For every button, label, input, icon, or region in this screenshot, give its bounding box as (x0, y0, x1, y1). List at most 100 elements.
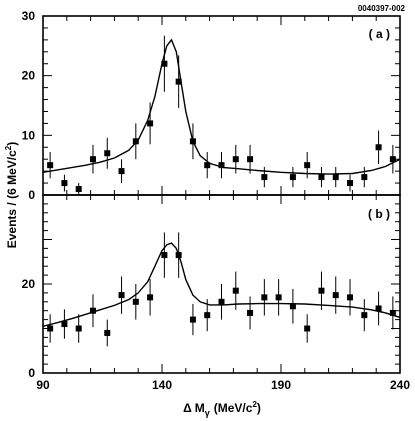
y-tick-label: 0 (28, 366, 35, 380)
panel-b-label: ( b ) (368, 207, 390, 221)
panel-a-label: ( a ) (369, 27, 390, 41)
data-point (232, 271, 239, 310)
point-marker (261, 174, 268, 181)
point-marker (189, 138, 196, 145)
data-point (375, 130, 382, 164)
data-point (104, 137, 111, 169)
point-marker (104, 150, 111, 157)
data-point (275, 279, 282, 316)
point-marker (61, 321, 68, 328)
panel-b: 0 20 ( b ) (22, 194, 401, 380)
point-marker (75, 325, 82, 332)
point-marker (375, 144, 382, 151)
point-marker (47, 325, 54, 332)
data-point (104, 319, 111, 347)
point-marker (361, 312, 368, 319)
point-marker (218, 162, 225, 169)
point-marker (347, 180, 354, 187)
panel-a-data-points (47, 35, 396, 195)
data-point (389, 144, 396, 174)
panel-b-data-points (47, 232, 396, 347)
data-point (347, 279, 354, 316)
data-point (247, 296, 254, 330)
point-marker (347, 294, 354, 301)
data-point (304, 314, 311, 343)
point-marker (118, 292, 125, 299)
point-marker (132, 298, 139, 305)
point-marker (304, 325, 311, 332)
point-marker (332, 292, 339, 299)
data-point (332, 276, 339, 314)
panel-a-ticks (42, 15, 401, 196)
panel-b-fit-curve (42, 242, 401, 327)
point-marker (89, 307, 96, 314)
data-point (89, 294, 96, 328)
data-point (375, 291, 382, 326)
panel-a-y-tick-labels: 0 10 20 30 (22, 9, 36, 202)
point-marker (375, 305, 382, 312)
point-marker (289, 303, 296, 310)
data-point (189, 304, 196, 336)
data-point (61, 174, 68, 192)
data-point (318, 166, 325, 188)
y-tick-label: 30 (22, 9, 36, 23)
data-point (289, 288, 296, 324)
y-tick-label: 0 (28, 188, 35, 202)
point-marker (189, 316, 196, 323)
point-marker (389, 156, 396, 163)
point-marker (161, 60, 168, 67)
point-marker (175, 78, 182, 85)
data-point (89, 144, 96, 174)
point-marker (161, 252, 168, 259)
data-point (132, 284, 139, 320)
data-point (261, 166, 268, 188)
data-point (161, 232, 168, 278)
point-marker (147, 294, 154, 301)
point-marker (247, 156, 254, 163)
point-marker (361, 174, 368, 181)
point-marker (104, 329, 111, 336)
panel-b-y-tick-labels: 0 20 (22, 277, 36, 380)
data-point (75, 314, 82, 343)
data-point (175, 55, 182, 108)
figure-id: 0040397-002 (358, 4, 406, 13)
point-marker (261, 294, 268, 301)
point-marker (332, 174, 339, 181)
data-point (218, 284, 225, 320)
x-tick-label: 90 (36, 378, 50, 392)
point-marker (204, 312, 211, 319)
x-tick-label: 140 (152, 378, 172, 392)
data-point (304, 152, 311, 179)
point-marker (204, 162, 211, 169)
point-marker (232, 287, 239, 294)
data-point (347, 174, 354, 192)
point-marker (275, 294, 282, 301)
data-point (289, 166, 296, 188)
data-point (47, 314, 54, 343)
point-marker (318, 174, 325, 181)
x-tick-label: 240 (390, 378, 410, 392)
data-point (189, 123, 196, 160)
point-marker (304, 162, 311, 169)
data-point (232, 144, 239, 174)
x-axis-label: Δ Mγ (MeV/c2) (183, 400, 261, 418)
data-point (161, 35, 168, 92)
point-marker (47, 162, 54, 169)
point-marker (147, 120, 154, 127)
point-marker (289, 174, 296, 181)
data-point (204, 152, 211, 179)
point-marker (75, 186, 82, 193)
point-marker (132, 138, 139, 145)
y-tick-label: 20 (22, 277, 36, 291)
data-point (75, 183, 82, 195)
data-point (132, 123, 139, 160)
data-point (261, 279, 268, 316)
point-marker (61, 180, 68, 187)
data-point (361, 166, 368, 188)
point-marker (247, 309, 254, 316)
data-point (47, 152, 54, 179)
data-point (147, 279, 154, 316)
panel-b-ticks (42, 194, 401, 374)
data-point (118, 276, 125, 314)
